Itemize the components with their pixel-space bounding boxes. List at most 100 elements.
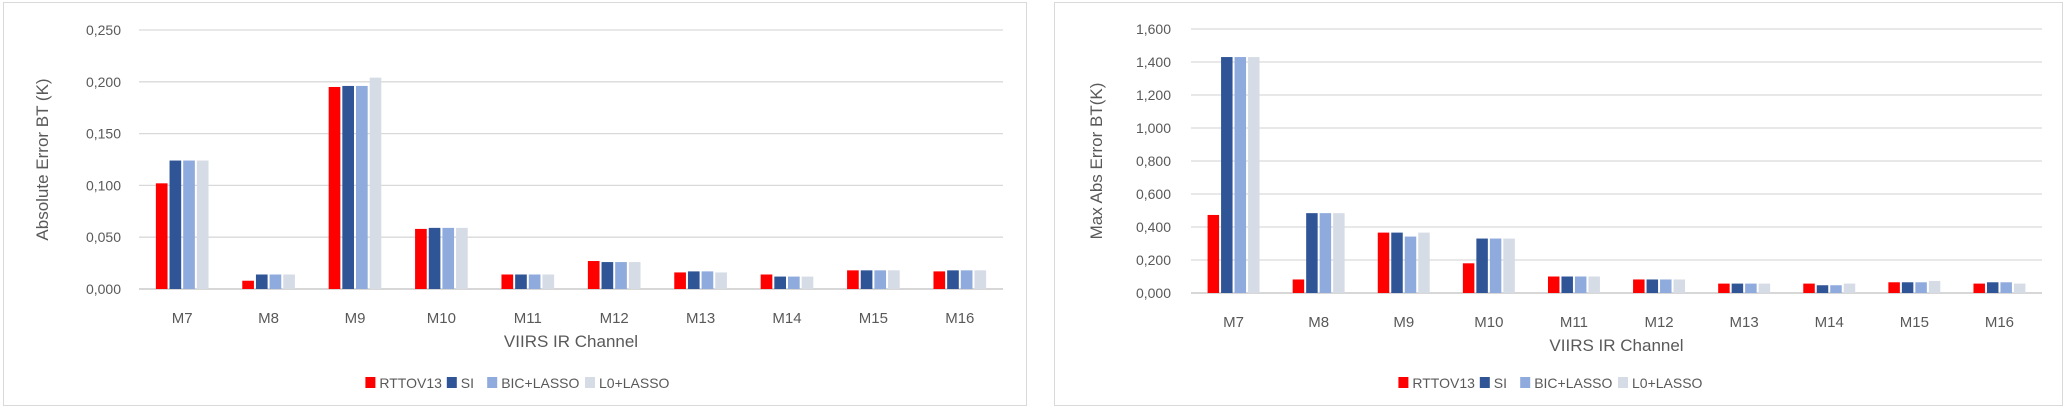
y-tick-label: 1,400 (1136, 54, 1171, 70)
x-tick-label: M9 (345, 310, 366, 327)
x-tick-label: M10 (427, 310, 456, 327)
y-tick-label: 0,000 (86, 281, 121, 297)
x-tick-label: M12 (600, 310, 629, 327)
bar-l0-lasso-m15 (1928, 280, 1941, 293)
y-tick-label: 0,050 (86, 229, 121, 245)
bar-bic-lasso-m13 (701, 271, 714, 289)
legend-swatch-rttov13 (1398, 377, 1409, 388)
bar-si-m15 (860, 270, 873, 289)
bar-l0-lasso-m16 (2013, 283, 2026, 293)
x-tick-label: M8 (258, 310, 279, 327)
bar-l0-lasso-m14 (1843, 283, 1856, 293)
bar-rttov13-m11 (1547, 276, 1560, 293)
legend-label: RTTOV13 (1412, 375, 1475, 391)
x-tick-label: M15 (1900, 314, 1929, 331)
x-tick-label: M11 (514, 310, 542, 327)
bar-bic-lasso-m7 (1234, 57, 1247, 293)
bar-bic-lasso-m12 (615, 262, 627, 289)
bar-bic-lasso-m13 (1745, 283, 1757, 293)
x-tick-label: M16 (945, 310, 974, 327)
bar-rttov13-m16 (933, 271, 946, 289)
y-tick-label: 1,200 (1136, 87, 1171, 103)
bar-si-m12 (601, 262, 614, 289)
bar-bic-lasso-m9 (356, 85, 368, 289)
bar-rttov13-m12 (587, 261, 600, 289)
bar-bic-lasso-m16 (2000, 282, 2012, 293)
y-tick-label: 0,000 (1136, 285, 1171, 301)
y-tick-label: 0,200 (1136, 252, 1171, 268)
bar-l0-lasso-m10 (456, 227, 468, 289)
bar-bic-lasso-m9 (1404, 236, 1417, 293)
bar-l0-lasso-m9 (1418, 232, 1430, 293)
bar-si-m15 (1901, 282, 1914, 293)
x-axis-title: VIIRS IR Channel (1549, 336, 1683, 355)
x-tick-label: M14 (1815, 314, 1844, 331)
y-tick-label: 0,600 (1136, 186, 1171, 202)
bar-si-m8 (255, 274, 268, 289)
legend-label: SI (1494, 375, 1507, 391)
legend-swatch-rttov13 (365, 377, 376, 388)
bar-rttov13-m15 (1888, 282, 1900, 293)
bar-rttov13-m13 (1718, 283, 1730, 293)
bar-bic-lasso-m14 (1830, 285, 1842, 293)
bar-si-m14 (774, 276, 786, 289)
legend-label: BIC+LASSO (1534, 375, 1612, 391)
bar-rttov13-m8 (242, 280, 254, 289)
bar-si-m10 (1476, 238, 1488, 293)
legend-swatch-bic-lasso (487, 377, 498, 388)
bar-l0-lasso-m12 (628, 262, 641, 289)
bar-l0-lasso-m11 (1588, 276, 1600, 293)
bar-l0-lasso-m13 (1758, 283, 1771, 293)
bar-si-m11 (1561, 276, 1573, 293)
bar-bic-lasso-m11 (1574, 276, 1587, 293)
bar-rttov13-m15 (847, 270, 859, 289)
bar-rttov13-m9 (1377, 232, 1390, 293)
bar-si-m10 (428, 227, 441, 289)
bar-si-m16 (947, 270, 959, 289)
legend-swatch-l0-lasso (585, 377, 595, 388)
bar-si-m13 (1731, 283, 1744, 293)
x-tick-label: M14 (772, 310, 801, 327)
bar-rttov13-m13 (674, 272, 686, 289)
legend-label: RTTOV13 (379, 375, 442, 391)
bar-si-m12 (1646, 279, 1659, 293)
bar-bic-lasso-m7 (183, 160, 195, 289)
legend-label: SI (461, 375, 474, 391)
bar-l0-lasso-m16 (974, 270, 987, 289)
bar-si-m7 (1221, 57, 1233, 293)
x-tick-label: M8 (1308, 314, 1329, 331)
bar-rttov13-m14 (1803, 283, 1815, 293)
bar-rttov13-m10 (415, 228, 427, 289)
bar-rttov13-m8 (1292, 279, 1305, 293)
bar-rttov13-m11 (501, 274, 514, 289)
bar-bic-lasso-m10 (442, 227, 455, 289)
bar-si-m13 (687, 271, 700, 289)
bar-l0-lasso-m8 (1333, 213, 1345, 293)
bar-bic-lasso-m12 (1660, 279, 1672, 293)
bar-l0-lasso-m11 (542, 274, 555, 289)
bar-l0-lasso-m9 (369, 77, 382, 289)
legend-label: L0+LASSO (599, 375, 670, 391)
x-tick-label: M9 (1393, 314, 1414, 331)
x-tick-label: M7 (1223, 314, 1244, 331)
bar-rttov13-m7 (155, 183, 168, 289)
bar-si-m11 (515, 274, 527, 289)
bar-l0-lasso-m13 (715, 272, 727, 289)
y-tick-label: 0,400 (1136, 219, 1171, 235)
bar-si-m7 (169, 160, 182, 289)
x-axis-title: VIIRS IR Channel (504, 332, 638, 351)
y-tick-label: 0,800 (1136, 153, 1171, 169)
bar-l0-lasso-m10 (1503, 238, 1515, 293)
legend-swatch-si (1479, 377, 1490, 388)
bar-bic-lasso-m15 (874, 270, 887, 289)
x-tick-label: M13 (1730, 314, 1759, 331)
y-tick-label: 1,000 (1136, 120, 1171, 136)
bar-rttov13-m10 (1462, 263, 1475, 293)
bar-bic-lasso-m11 (528, 274, 541, 289)
bar-si-m8 (1306, 213, 1318, 293)
x-tick-label: M12 (1644, 314, 1673, 331)
bar-bic-lasso-m16 (960, 270, 973, 289)
bar-bic-lasso-m8 (269, 274, 282, 289)
x-tick-label: M7 (172, 310, 193, 327)
